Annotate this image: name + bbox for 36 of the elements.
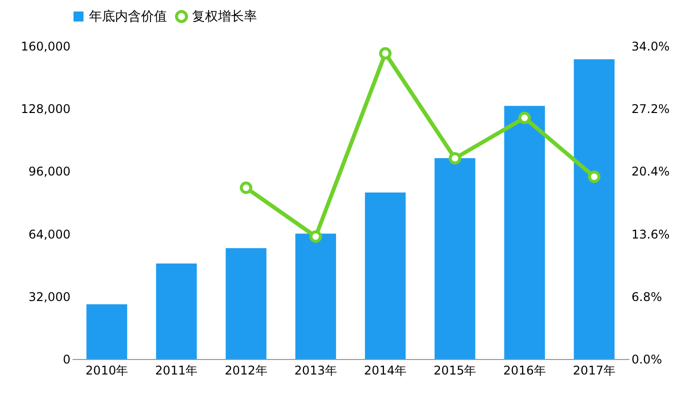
y-tick-label: 160,000 xyxy=(20,40,70,54)
bar xyxy=(504,106,545,359)
point xyxy=(588,170,600,183)
y-tick-label: 0 xyxy=(62,352,70,366)
bar xyxy=(226,248,266,359)
x-tick-label: 2016年 xyxy=(503,364,546,378)
x-tick-label: 2012年 xyxy=(224,364,268,378)
y2-tick-label: 20.4% xyxy=(632,164,670,179)
bar xyxy=(156,264,197,359)
y-tick-label: 128,000 xyxy=(20,102,70,116)
x-tick-label: 2013年 xyxy=(294,364,337,378)
bar xyxy=(295,234,336,359)
x-tick-label: 2010年 xyxy=(86,364,128,378)
point xyxy=(379,47,392,60)
x-tick-label: 2014年 xyxy=(364,364,407,378)
bar xyxy=(574,59,615,359)
bar xyxy=(364,192,406,359)
y-tick-label: 32,000 xyxy=(28,290,70,304)
legend-label: 年底内含价值 xyxy=(89,10,167,24)
point xyxy=(309,230,322,243)
y-tick-label: 96,000 xyxy=(28,164,70,179)
y2-tick-label: 13.6% xyxy=(632,227,670,242)
x-tick-label: 2011年 xyxy=(155,364,198,378)
y2-tick-label: 6.8% xyxy=(632,290,662,304)
x-tick-label: 2015年 xyxy=(434,364,476,378)
y2-tick-label: 27.2% xyxy=(632,102,670,116)
point xyxy=(240,182,252,194)
y2-tick-label: 0.0% xyxy=(632,352,662,366)
legend-label: 复权增长率 xyxy=(192,8,257,24)
bar xyxy=(86,304,128,359)
y2-tick-label: 34.0% xyxy=(632,40,670,54)
y-tick-label: 64,000 xyxy=(28,227,70,242)
bar xyxy=(434,158,476,359)
point xyxy=(448,152,462,165)
point xyxy=(518,112,531,124)
x-tick-label: 2017年 xyxy=(572,364,616,378)
